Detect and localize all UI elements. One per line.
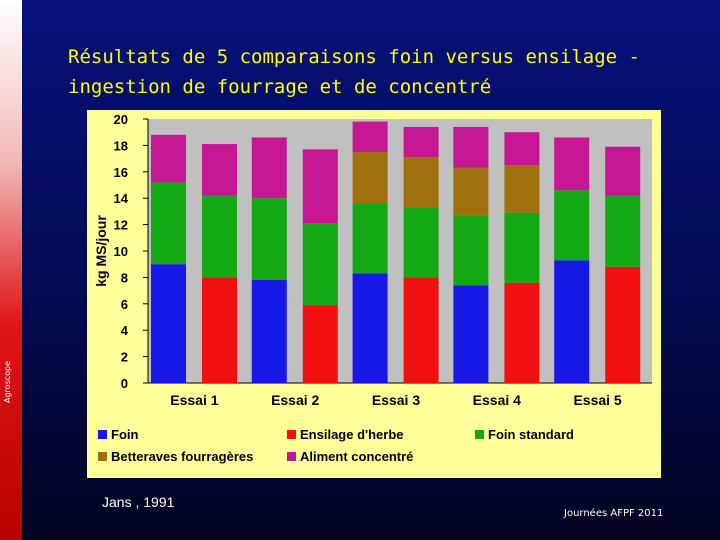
- x-category-label: Essai 3: [372, 392, 420, 408]
- bar-segment: [554, 190, 590, 261]
- bar-segment: [453, 215, 489, 286]
- bar-segment: [453, 167, 489, 216]
- y-tick-label: 8: [121, 270, 128, 285]
- source-citation: Jans , 1991: [102, 494, 175, 510]
- x-category-label: Essai 1: [170, 392, 218, 408]
- legend-label: Ensilage d'herbe: [300, 427, 404, 442]
- x-category-label: Essai 4: [473, 392, 521, 408]
- bar-segment: [202, 144, 237, 196]
- bar-segment: [151, 182, 186, 265]
- bar-segment: [251, 280, 287, 383]
- legend-label: Foin standard: [488, 427, 574, 442]
- footer-event: Journées AFPF 2011: [564, 508, 664, 519]
- bar-segment: [605, 266, 641, 383]
- bar-segment: [352, 273, 388, 383]
- y-tick-label: 10: [114, 244, 128, 259]
- y-axis-label: kg MS/jour: [93, 215, 109, 287]
- bar-segment: [403, 277, 439, 383]
- bar-segment: [504, 212, 540, 283]
- left-color-strip: [0, 0, 22, 540]
- bar-segment: [403, 157, 439, 208]
- bar-segment: [352, 121, 388, 152]
- bar-segment: [403, 126, 439, 158]
- bar-segment: [202, 195, 237, 278]
- legend-swatch: [98, 452, 107, 461]
- y-tick-label: 20: [114, 112, 128, 127]
- bar-segment: [352, 203, 388, 274]
- bar-segment: [251, 198, 287, 281]
- legend-label: Betteraves fourragères: [111, 449, 253, 464]
- y-tick-label: 18: [114, 138, 128, 153]
- y-tick-label: 16: [114, 165, 128, 180]
- y-tick-label: 2: [121, 350, 128, 365]
- x-category-label: Essai 5: [573, 392, 621, 408]
- bar-segment: [352, 152, 388, 204]
- x-category-label: Essai 2: [271, 392, 319, 408]
- bar-segment: [302, 223, 338, 306]
- legend-swatch: [287, 430, 296, 439]
- legend-swatch: [475, 430, 484, 439]
- bar-segment: [202, 277, 237, 383]
- legend-label: Aliment concentré: [300, 449, 413, 464]
- bar-segment: [302, 149, 338, 224]
- legend-label: Foin: [111, 427, 138, 442]
- bar-segment: [504, 165, 540, 213]
- bar-segment: [554, 137, 590, 191]
- bar-segment: [504, 282, 540, 383]
- legend-swatch: [98, 430, 107, 439]
- bar-segment: [605, 195, 641, 267]
- bar-segment: [605, 146, 641, 196]
- y-tick-label: 14: [114, 191, 129, 206]
- bar-segment: [403, 207, 439, 278]
- bar-segment: [453, 126, 489, 168]
- legend-swatch: [287, 452, 296, 461]
- bar-segment: [251, 137, 287, 199]
- y-tick-label: 6: [121, 297, 128, 312]
- y-tick-label: 0: [121, 376, 128, 391]
- y-tick-label: 12: [114, 218, 128, 233]
- bar-segment: [302, 305, 338, 383]
- bar-segment: [151, 134, 186, 183]
- y-tick-label: 4: [121, 323, 129, 338]
- bar-segment: [504, 132, 540, 166]
- slide-title: Résultats de 5 comparaisons foin versus …: [68, 46, 640, 98]
- bar-segment: [453, 285, 489, 383]
- bar-segment: [151, 264, 186, 383]
- bar-segment: [554, 260, 590, 383]
